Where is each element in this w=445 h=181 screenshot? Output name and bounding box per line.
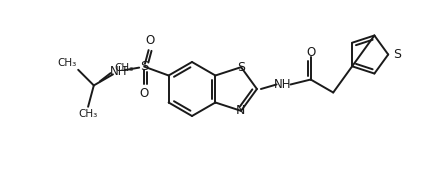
- Text: CH₃: CH₃: [115, 63, 134, 73]
- Text: O: O: [145, 34, 154, 47]
- Text: CH₃: CH₃: [78, 109, 97, 119]
- Text: O: O: [140, 87, 149, 100]
- Text: S: S: [393, 48, 401, 61]
- Text: NH: NH: [274, 78, 291, 91]
- Text: NH: NH: [110, 65, 127, 78]
- Text: CH₃: CH₃: [57, 58, 77, 68]
- Text: S: S: [237, 61, 245, 74]
- Text: S: S: [140, 60, 148, 73]
- Text: O: O: [306, 46, 316, 59]
- Text: N: N: [235, 104, 245, 117]
